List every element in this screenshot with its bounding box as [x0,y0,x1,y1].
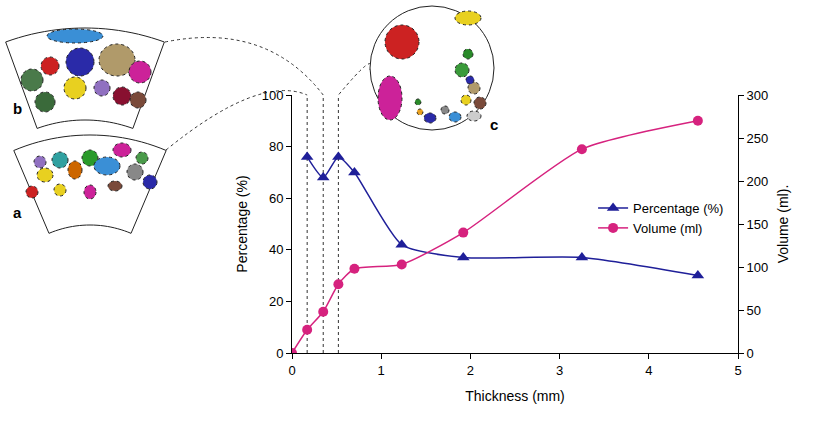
svg-text:40: 40 [269,242,283,257]
svg-text:3: 3 [556,363,563,378]
svg-text:150: 150 [747,217,769,232]
svg-text:Volume (ml).: Volume (ml). [775,185,791,264]
svg-text:2: 2 [467,363,474,378]
svg-text:Thickness (mm): Thickness (mm) [465,388,565,404]
svg-text:Percentage (%): Percentage (%) [633,201,723,216]
svg-text:80: 80 [269,139,283,154]
svg-text:b: b [13,100,22,117]
svg-text:60: 60 [269,191,283,206]
svg-text:100: 100 [747,260,769,275]
svg-text:Percentage (%): Percentage (%) [234,175,250,272]
svg-text:5: 5 [734,363,741,378]
svg-text:0: 0 [288,363,295,378]
svg-text:a: a [13,204,22,221]
svg-text:0: 0 [747,346,754,361]
svg-text:300: 300 [747,88,769,103]
svg-text:20: 20 [269,294,283,309]
svg-text:250: 250 [747,131,769,146]
svg-text:0: 0 [276,346,283,361]
svg-text:100: 100 [262,88,284,103]
svg-text:1: 1 [378,363,385,378]
svg-text:c: c [490,116,498,133]
svg-text:Volume (ml): Volume (ml) [633,221,702,236]
svg-text:200: 200 [747,174,769,189]
svg-text:4: 4 [645,363,652,378]
svg-text:50: 50 [747,303,761,318]
